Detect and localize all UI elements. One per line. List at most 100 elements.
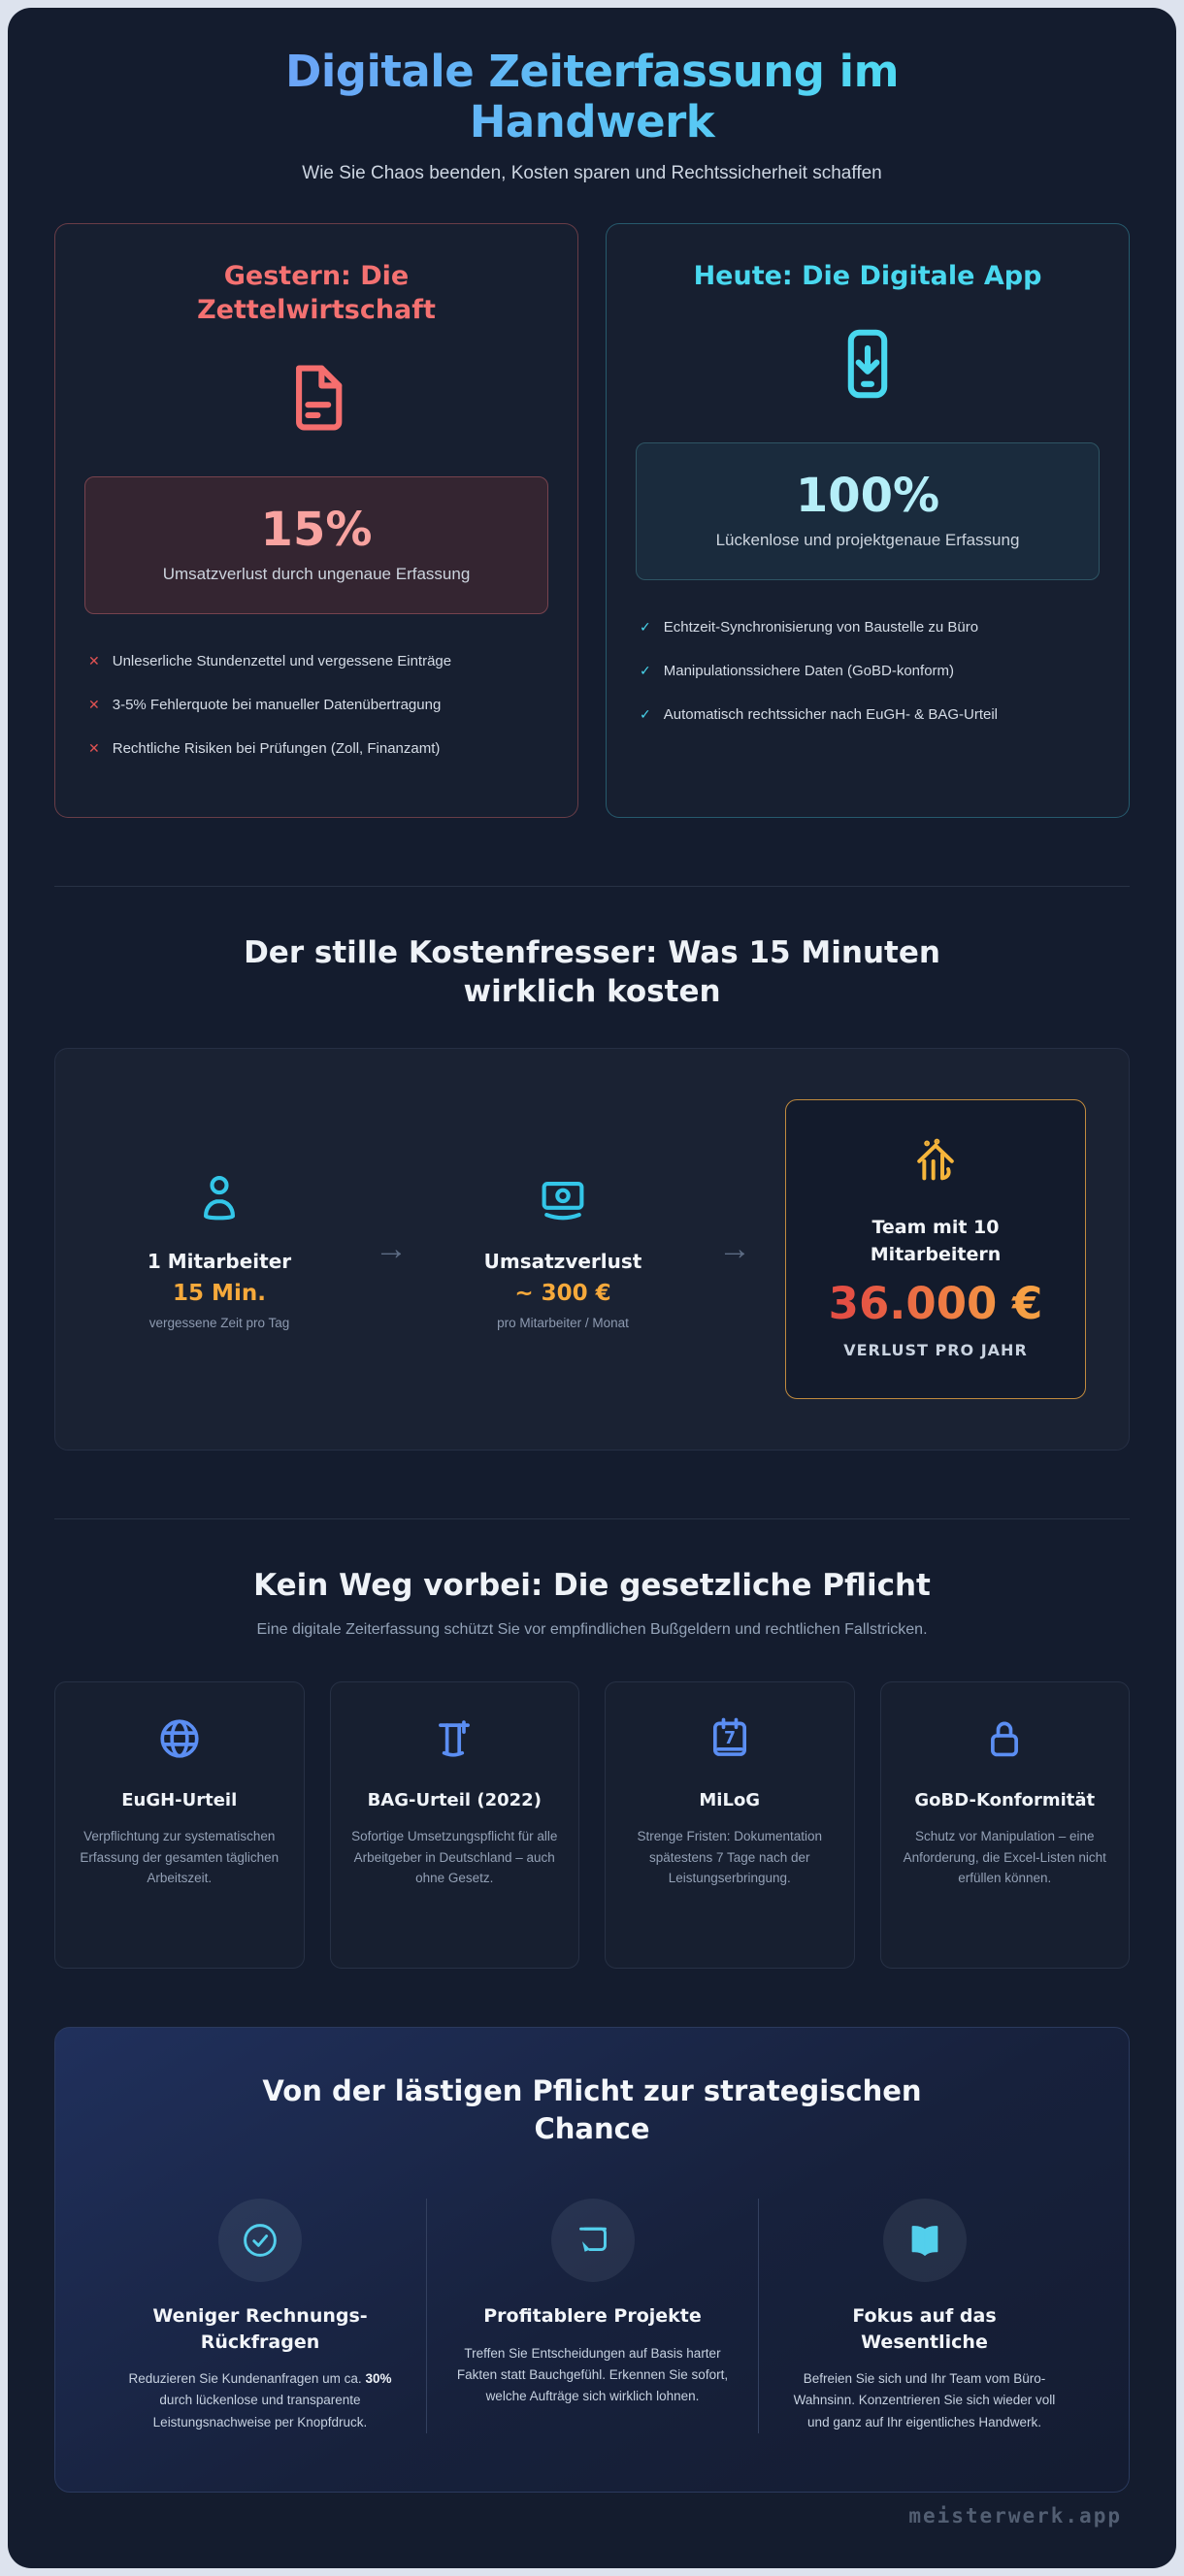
chance-col-focus: Fokus auf das Wesentliche Befreien Sie s… [758,2198,1090,2433]
calendar-7-icon: 7 [712,1717,746,1756]
text-bold-part: 30% [365,2371,392,2387]
text-part: durch lückenlose und transparente Leistu… [152,2393,368,2429]
chance-col-text: Reduzieren Sie Kundenanfragen um ca. 30%… [123,2368,397,2433]
globe-icon [160,1719,199,1758]
icon-circle [550,2198,635,2282]
flow-step-loss: Umsatzverlust ~ 300 € pro Mitarbeiter / … [442,1168,684,1330]
hero-section: Digitale Zeiterfassung im Handwerk Wie S… [54,33,1130,184]
chance-section-card: Von der lästigen Pflicht zur strategisch… [54,2026,1130,2493]
law-card-text: Schutz vor Manipulation – eine Anforderu… [903,1828,1106,1886]
comparison-section: Gestern: Die Zettelwirtschaft 15% Umsatz… [54,222,1130,818]
stat-loss-value: 15% [260,502,373,557]
smartphone-download-icon [847,329,888,398]
law-card-text: Verpflichtung zur systematischen Erfassu… [80,1828,280,1886]
chance-section-title: Von der lästigen Pflicht zur strategisch… [262,2073,922,2145]
check-mark-icon: ✓ [640,662,651,678]
list-item-text: Unleserliche Stundenzettel und vergessen… [112,652,452,669]
flow-step-employee: 1 Mitarbeiter 15 Min. vergessene Zeit pr… [98,1168,341,1330]
list-item: ✕ Unleserliche Stundenzettel und vergess… [88,651,544,671]
text-part: Treffen Sie Entscheidungen auf Basis har… [456,2345,729,2404]
stat-loss-label: Umsatzverlust durch ungenaue Erfassung [162,564,471,583]
annual-loss-value: 36.000 € [811,1278,1060,1329]
chance-columns: Weniger Rechnungs-Rückfragen Reduzieren … [94,2198,1090,2433]
law-card-title: EuGH-Urteil [121,1789,238,1810]
cost-flow-card: 1 Mitarbeiter 15 Min. vergessene Zeit pr… [54,1048,1130,1451]
page-subtitle: Wie Sie Chaos beenden, Kosten sparen und… [302,162,882,183]
list-item: ✓ Manipulationssichere Daten (GoBD-konfo… [640,661,1096,681]
flow-step-title: Umsatzverlust [483,1250,642,1274]
text-part: Befreien Sie sich und Ihr Team vom Büro-… [793,2371,1056,2429]
document-icon [296,365,343,431]
annual-loss-result-box: Team mit 10 Mitarbeitern 36.000 € VERLUS… [785,1099,1086,1400]
calendar-day-number: 7 [724,1729,736,1748]
page-title: Digitale Zeiterfassung im Handwerk [223,47,961,147]
flow-step-value: 15 Min. [173,1281,266,1307]
section-divider [54,885,1130,887]
stat-complete-value: 100% [795,468,940,523]
arrow-right-icon: → [375,1230,408,1268]
cost-section-title: Der stille Kostenfresser: Was 15 Minuten… [244,934,940,1009]
chance-col-projects: Profitablere Projekte Treffen Sie Entsch… [426,2198,758,2433]
list-item: ✓ Echtzeit-Synchronisierung von Baustell… [640,617,1096,637]
banknote-icon [542,1182,584,1221]
law-section-subtitle: Eine digitale Zeiterfassung schützt Sie … [256,1620,928,1638]
list-item-text: Automatisch rechtssicher nach EuGH- & BA… [663,705,999,723]
law-card-title: GoBD-Konformität [914,1789,1096,1810]
law-card-text: Sofortige Umsetzungspflicht für alle Arb… [351,1828,558,1886]
law-card-text: Strenge Fristen: Dokumentation spätesten… [637,1828,823,1886]
today-fact-list: ✓ Echtzeit-Synchronisierung von Baustell… [636,617,1100,725]
list-item-text: 3-5% Fehlerquote bei manueller Datenüber… [112,696,442,713]
chart-board-icon [578,2227,607,2252]
list-item: ✕ 3-5% Fehlerquote bei manueller Datenüb… [88,695,544,715]
x-mark-icon: ✕ [88,696,100,712]
check-circle-icon [244,2224,277,2257]
result-title: Team mit 10 Mitarbeitern [870,1217,1002,1265]
arrow-right-icon: → [718,1230,751,1268]
chance-col-title: Profitablere Projekte [483,2304,702,2327]
chance-col-title: Weniger Rechnungs-Rückfragen [152,2304,368,2353]
law-card-title: MiLoG [699,1789,761,1810]
brand-watermark: meisterwerk.app [908,2503,1122,2527]
open-book-icon [911,2226,937,2256]
person-icon [203,1176,236,1221]
lock-icon [991,1721,1019,1756]
icon-circle [882,2198,967,2282]
chance-col-invoices: Weniger Rechnungs-Rückfragen Reduzieren … [94,2198,426,2433]
check-mark-icon: ✓ [640,705,651,722]
list-item-text: Echtzeit-Synchronisierung von Baustelle … [663,618,979,636]
burning-house-icon [917,1138,954,1181]
yesterday-fact-list: ✕ Unleserliche Stundenzettel und vergess… [84,651,548,759]
section-divider [54,1518,1130,1520]
flow-step-caption: vergessene Zeit pro Tag [148,1316,290,1331]
stat-box-loss: 15% Umsatzverlust durch ungenaue Erfassu… [84,475,548,614]
stat-box-complete: 100% Lückenlose und projektgenaue Erfass… [636,441,1100,580]
card-today: Heute: Die Digitale App 100% Lückenlose … [606,222,1130,818]
law-section-title: Kein Weg vorbei: Die gesetzliche Pflicht [253,1568,931,1604]
chance-col-title: Fokus auf das Wesentliche [852,2304,997,2353]
flow-step-title: 1 Mitarbeiter [147,1250,292,1274]
law-card-bag: BAG-Urteil (2022) Sofortige Umsetzungspf… [329,1680,579,1969]
infographic-page: Digitale Zeiterfassung im Handwerk Wie S… [8,8,1176,2568]
law-card-milog: 7 MiLoG Strenge Fristen: Dokumentation s… [605,1680,855,1969]
list-item: ✓ Automatisch rechtssicher nach EuGH- & … [640,704,1096,725]
card-today-title: Heute: Die Digitale App [693,260,1042,291]
flow-step-caption: pro Mitarbeiter / Monat [497,1316,629,1331]
text-part: Reduzieren Sie Kundenanfragen um ca. [128,2371,366,2387]
list-item-text: Manipulationssichere Daten (GoBD-konform… [663,662,955,679]
chance-col-text: Befreien Sie sich und Ihr Team vom Büro-… [788,2368,1061,2433]
stat-complete-label: Lückenlose und projektgenaue Erfassung [715,530,1020,549]
check-mark-icon: ✓ [640,618,651,635]
x-mark-icon: ✕ [88,652,100,668]
x-mark-icon: ✕ [88,739,100,756]
annual-loss-caption: VERLUST PRO JAHR [843,1341,1028,1360]
law-card-gobd: GoBD-Konformität Schutz vor Manipulation… [879,1680,1130,1969]
card-yesterday: Gestern: Die Zettelwirtschaft 15% Umsatz… [54,222,578,818]
card-yesterday-title: Gestern: Die Zettelwirtschaft [197,260,436,325]
law-card-eugh: EuGH-Urteil Verpflichtung zur systematis… [54,1680,305,1969]
law-cards-grid: EuGH-Urteil Verpflichtung zur systematis… [54,1680,1130,1969]
law-card-title: BAG-Urteil (2022) [367,1789,542,1810]
list-item-text: Rechtliche Risiken bei Prüfungen (Zoll, … [112,739,441,757]
icon-circle [218,2198,302,2282]
list-item: ✕ Rechtliche Risiken bei Prüfungen (Zoll… [88,738,544,759]
courthouse-icon [439,1719,471,1757]
